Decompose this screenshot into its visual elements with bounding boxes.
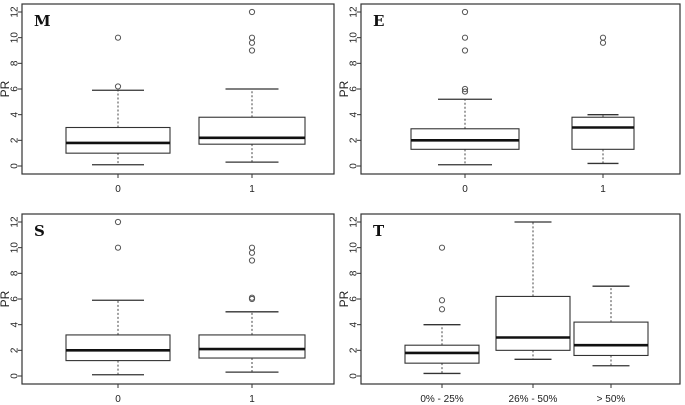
outlier-point bbox=[248, 294, 256, 301]
outlier-point bbox=[114, 218, 122, 226]
x-tick-label: 1 bbox=[249, 394, 255, 405]
y-tick-label: 6 bbox=[349, 86, 360, 92]
x-tick-label: 0% - 25% bbox=[420, 394, 463, 405]
y-tick-label: 12 bbox=[10, 6, 21, 18]
box-0: 0 bbox=[410, 8, 520, 195]
outlier-point bbox=[114, 244, 122, 251]
panel-3: 0 2 4 6 8 10 12 PR T 0% - 25% 26% - 50% > 50% bbox=[337, 213, 681, 405]
y-tick-label: 6 bbox=[10, 86, 21, 92]
outlier-point bbox=[248, 8, 256, 16]
outlier-point bbox=[438, 306, 446, 313]
iqr-box bbox=[571, 116, 635, 150]
iqr-box bbox=[65, 334, 171, 362]
y-tick-label: 8 bbox=[10, 60, 21, 66]
outlier-point bbox=[438, 297, 446, 304]
outlier-point bbox=[461, 85, 469, 93]
iqr-box bbox=[65, 126, 171, 154]
panel-title: S bbox=[34, 222, 45, 240]
y-tick-label: 12 bbox=[349, 216, 360, 228]
outlier-point bbox=[248, 47, 256, 54]
outlier-point bbox=[248, 39, 256, 46]
panel-2: 0 2 4 6 8 10 12 PR S 0 1 bbox=[0, 213, 335, 405]
y-tick-label: 2 bbox=[349, 347, 360, 353]
y-tick-label: 6 bbox=[10, 296, 21, 302]
y-tick-label: 8 bbox=[349, 270, 360, 276]
x-tick-label: 0 bbox=[462, 184, 468, 195]
outlier-point bbox=[114, 83, 122, 90]
outlier-point bbox=[114, 34, 122, 41]
box-2: > 50% bbox=[573, 285, 649, 405]
y-tick-label: 10 bbox=[349, 242, 360, 254]
outlier-point bbox=[248, 34, 256, 41]
y-tick-label: 4 bbox=[349, 111, 360, 117]
y-tick-label: 12 bbox=[10, 216, 21, 228]
x-tick-label: 26% - 50% bbox=[509, 394, 558, 405]
outlier-point bbox=[461, 34, 469, 41]
box-0: 0 bbox=[65, 218, 171, 405]
x-tick-label: > 50% bbox=[597, 394, 626, 405]
outlier-point bbox=[248, 249, 256, 256]
y-tick-label: 10 bbox=[10, 32, 21, 44]
y-tick-label: 4 bbox=[10, 111, 21, 117]
y-axis-label: PR bbox=[337, 80, 351, 97]
x-tick-label: 0 bbox=[115, 184, 121, 195]
y-tick-label: 4 bbox=[10, 321, 21, 327]
outlier-point bbox=[461, 88, 469, 95]
y-tick-label: 0 bbox=[349, 163, 360, 169]
y-tick-label: 10 bbox=[349, 32, 360, 44]
y-tick-label: 8 bbox=[349, 60, 360, 66]
panel-title: E bbox=[373, 12, 384, 30]
y-axis-label: PR bbox=[0, 80, 12, 97]
box-1: 26% - 50% bbox=[495, 221, 571, 405]
y-tick-label: 2 bbox=[10, 347, 21, 353]
outlier-point bbox=[599, 34, 607, 41]
panel-title: T bbox=[373, 222, 385, 240]
iqr-box bbox=[198, 116, 306, 145]
box-0: 0 bbox=[65, 34, 171, 195]
y-tick-label: 10 bbox=[10, 242, 21, 254]
y-tick-label: 12 bbox=[349, 6, 360, 18]
y-tick-label: 0 bbox=[10, 373, 21, 379]
outlier-point bbox=[461, 8, 469, 16]
outlier-point bbox=[438, 244, 446, 251]
box-0: 0% - 25% bbox=[404, 244, 480, 405]
panel-1: 0 2 4 6 8 10 12 PR E 0 1 bbox=[337, 3, 681, 195]
iqr-box bbox=[495, 295, 571, 351]
y-axis-label: PR bbox=[0, 290, 12, 307]
outlier-point bbox=[599, 39, 607, 46]
y-tick-label: 8 bbox=[10, 270, 21, 276]
panel-title: M bbox=[34, 12, 51, 30]
x-tick-label: 1 bbox=[249, 184, 255, 195]
outlier-point bbox=[461, 47, 469, 54]
iqr-box bbox=[573, 321, 649, 357]
y-tick-label: 4 bbox=[349, 321, 360, 327]
x-tick-label: 0 bbox=[115, 394, 121, 405]
outlier-point bbox=[248, 244, 256, 251]
iqr-box bbox=[198, 334, 306, 359]
y-axis-label: PR bbox=[337, 290, 351, 307]
outlier-point bbox=[248, 257, 256, 264]
box-1: 1 bbox=[198, 244, 306, 405]
x-tick-label: 1 bbox=[600, 184, 606, 195]
box-1: 1 bbox=[571, 34, 635, 195]
panel-0: 0 2 4 6 8 10 12 PR M 0 1 bbox=[0, 3, 335, 195]
y-tick-label: 0 bbox=[10, 163, 21, 169]
y-tick-label: 2 bbox=[349, 137, 360, 143]
y-tick-label: 6 bbox=[349, 296, 360, 302]
y-tick-label: 0 bbox=[349, 373, 360, 379]
box-1: 1 bbox=[198, 8, 306, 195]
y-tick-label: 2 bbox=[10, 137, 21, 143]
